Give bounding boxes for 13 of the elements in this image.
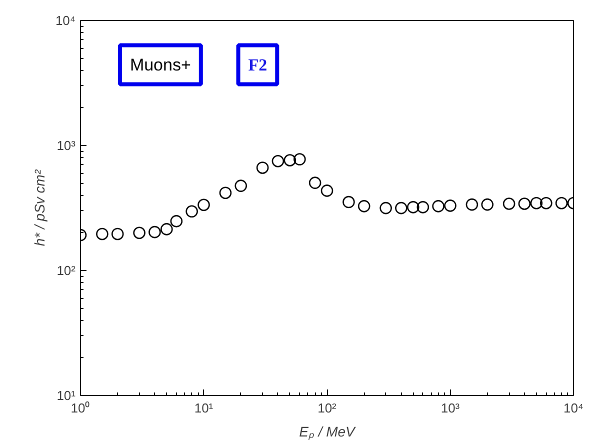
y-tick-label: 10¹ bbox=[56, 388, 76, 403]
annotation: F2 bbox=[248, 55, 268, 74]
x-tick-label: 10⁰ bbox=[70, 400, 90, 416]
y-axis-title: h* / pSv cm² bbox=[31, 168, 48, 246]
annotation: Muons+ bbox=[130, 55, 191, 74]
y-tick-label: 10² bbox=[56, 263, 76, 278]
y-tick-label: 10⁴ bbox=[55, 13, 76, 28]
x-tick-label: 10³ bbox=[440, 400, 460, 416]
x-tick-label: 10⁴ bbox=[563, 400, 584, 416]
x-axis-title: Eₚ / MeV bbox=[299, 424, 357, 440]
x-tick-label: 10¹ bbox=[194, 400, 214, 416]
y-tick-label: 10³ bbox=[56, 138, 76, 153]
x-tick-label: 10² bbox=[318, 400, 338, 416]
